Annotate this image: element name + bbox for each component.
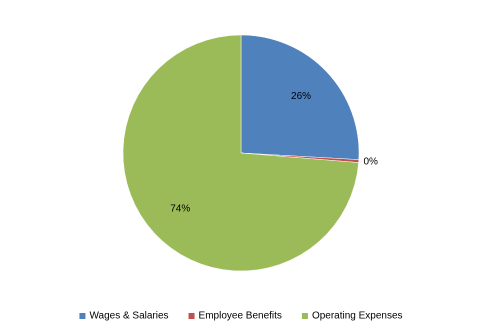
legend-marker bbox=[79, 313, 86, 319]
legend-label: Operating Expenses bbox=[312, 311, 403, 322]
legend-label: Employee Benefits bbox=[199, 311, 282, 322]
pie-slice bbox=[240, 34, 360, 160]
legend-label: Wages & Salaries bbox=[89, 311, 168, 322]
data-label: 0% bbox=[363, 157, 378, 168]
pie-slice bbox=[122, 34, 359, 272]
data-label: 74% bbox=[170, 204, 190, 215]
legend-marker bbox=[188, 313, 195, 319]
data-label: 26% bbox=[291, 91, 311, 102]
legend-marker bbox=[301, 313, 308, 319]
